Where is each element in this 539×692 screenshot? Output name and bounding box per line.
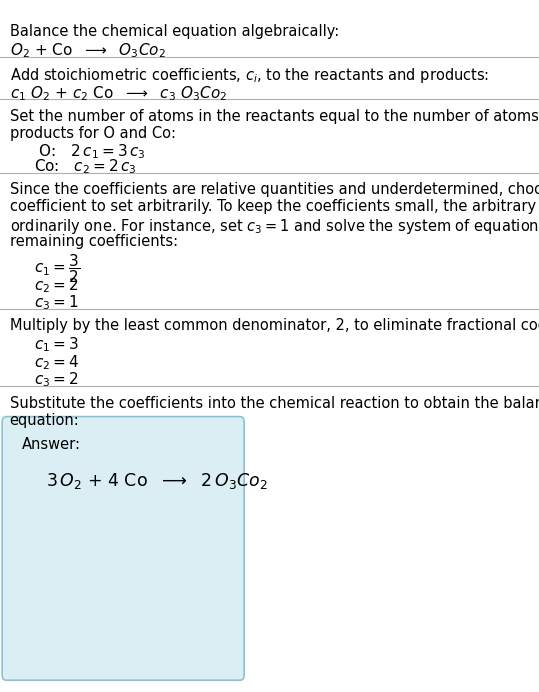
Text: equation:: equation: [10, 413, 79, 428]
Text: Co:   $c_2 = 2\,c_3$: Co: $c_2 = 2\,c_3$ [34, 158, 136, 176]
Text: ordinarily one. For instance, set $c_3 = 1$ and solve the system of equations fo: ordinarily one. For instance, set $c_3 =… [10, 217, 539, 235]
Text: $c_2 = 4$: $c_2 = 4$ [34, 353, 79, 372]
Text: coefficient to set arbitrarily. To keep the coefficients small, the arbitrary va: coefficient to set arbitrarily. To keep … [10, 199, 539, 215]
Text: Answer:: Answer: [22, 437, 81, 453]
Text: Multiply by the least common denominator, 2, to eliminate fractional coefficient: Multiply by the least common denominator… [10, 318, 539, 334]
Text: remaining coefficients:: remaining coefficients: [10, 234, 178, 249]
Text: Since the coefficients are relative quantities and underdetermined, choose a: Since the coefficients are relative quan… [10, 182, 539, 197]
Text: Add stoichiometric coefficients, $c_i$, to the reactants and products:: Add stoichiometric coefficients, $c_i$, … [10, 66, 489, 84]
Text: $c_1$ $O_2$ + $c_2$ Co  $\longrightarrow$  $c_3$ $O_3Co_2$: $c_1$ $O_2$ + $c_2$ Co $\longrightarrow$… [10, 84, 227, 103]
Text: products for O and Co:: products for O and Co: [10, 126, 176, 141]
Text: Substitute the coefficients into the chemical reaction to obtain the balanced: Substitute the coefficients into the che… [10, 396, 539, 411]
Text: $c_3 = 1$: $c_3 = 1$ [34, 293, 79, 312]
Text: $c_2 = 2$: $c_2 = 2$ [34, 276, 79, 295]
Text: Set the number of atoms in the reactants equal to the number of atoms in the: Set the number of atoms in the reactants… [10, 109, 539, 124]
Text: $O_2$ + Co  $\longrightarrow$  $O_3Co_2$: $O_2$ + Co $\longrightarrow$ $O_3Co_2$ [10, 42, 165, 60]
Text: Balance the chemical equation algebraically:: Balance the chemical equation algebraica… [10, 24, 339, 39]
Text: $c_1 = \dfrac{3}{2}$: $c_1 = \dfrac{3}{2}$ [34, 253, 80, 285]
Text: $c_1 = 3$: $c_1 = 3$ [34, 336, 79, 354]
FancyBboxPatch shape [2, 417, 244, 680]
Text: O:   $2\,c_1 = 3\,c_3$: O: $2\,c_1 = 3\,c_3$ [34, 142, 146, 161]
Text: $3\,O_2$ + 4 Co  $\longrightarrow$  $2\,O_3Co_2$: $3\,O_2$ + 4 Co $\longrightarrow$ $2\,O_… [46, 471, 268, 491]
Text: $c_3 = 2$: $c_3 = 2$ [34, 370, 79, 389]
